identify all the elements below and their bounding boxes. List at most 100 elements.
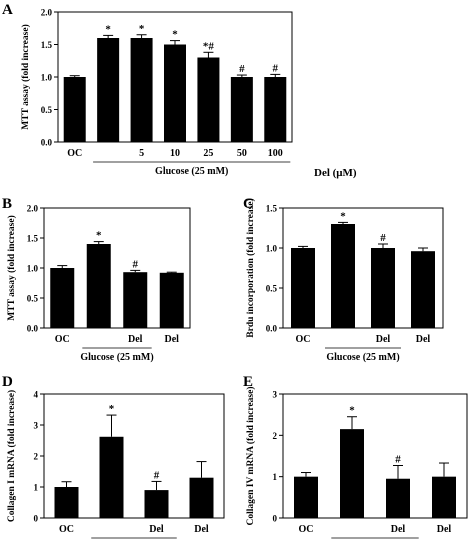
bar [331,224,355,328]
chart-e: 0 1 2 3 Collagen IV mRNA (fold increase) OC * #… [245,387,468,545]
y-tick-label: 1.5 [41,40,53,50]
y-tick-label: 1.0 [27,264,39,274]
extra-axis-label: Del (μM) [314,167,357,179]
significance-mark: # [395,454,401,466]
category-label: Del [149,524,164,535]
y-tick-label: 4 [34,390,39,400]
panel-letter: B [2,196,13,212]
category-label: 100 [268,148,283,159]
y-tick-label: 1.5 [266,204,278,214]
y-axis-label: Brdu incorporation (fold increase) [245,198,256,337]
significance-mark: *# [203,40,215,52]
bar [99,436,124,518]
category-label: Del [391,524,406,535]
significance-mark: * [349,405,355,417]
panel-d: D 0 1 2 3 4 Collagen I mRNA (fold increase) OC… [0,370,237,545]
y-tick-label: 0 [34,514,39,524]
bar [63,77,86,142]
y-tick-label: 2 [34,452,39,462]
bar [123,272,148,328]
bar [411,251,435,328]
category-label: OC [299,524,314,535]
panel-letter: D [2,374,13,390]
bar [230,77,253,142]
significance-mark: * [109,403,115,415]
y-tick-label: 3 [34,421,39,431]
category-label: Del [194,524,209,535]
group-label: Glucose (25 mM) [80,352,153,363]
y-tick-label: 0.5 [266,284,278,294]
y-axis-label: Collagen IV mRNA (fold increase) [245,387,256,526]
category-label: 10 [170,148,180,159]
chart-b: 0.0 0.5 1.0 1.5 2.0 MTT assay (fold increase)… [6,204,191,363]
category-label: OC [67,148,82,159]
category-label: OC [296,334,311,345]
panel-b: B 0.0 0.5 1.0 1.5 2.0 MTT assay (fold increas… [0,190,237,370]
significance-mark: # [380,232,386,244]
bar [340,429,364,518]
chart-a: 0.0 0.5 1.0 1.5 2.0 MTT assay (fold increase)… [20,8,357,180]
bar [97,38,120,142]
bar [189,477,214,518]
y-tick-label: 2.0 [27,204,39,214]
panel-letter: C [243,196,254,212]
y-tick-label: 0.5 [41,105,53,115]
bar [432,476,456,518]
significance-mark: * [96,230,102,242]
bar [294,476,318,518]
significance-mark: # [133,258,139,270]
bar [54,487,79,518]
bar [371,248,395,328]
category-label: Del [128,334,143,345]
y-axis-label: MTT assay (fold increase) [20,24,31,129]
significance-mark: * [172,29,178,41]
chart-c: 0.0 0.5 1.0 1.5 Brdu incorporation (fold inc… [245,198,444,363]
panel-a: A 0.0 0.5 1.0 1.5 2.0 MTT assay (fold increas… [0,0,474,190]
plot-frame [282,393,468,519]
bar [164,44,186,142]
chart-d: 0 1 2 3 4 Collagen I mRNA (fold increase) OC * #… [6,390,225,545]
panel-letter: E [243,374,254,390]
bar [291,248,315,328]
y-tick-label: 0.0 [27,324,39,334]
significance-mark: # [239,63,245,75]
y-tick-label: 0.0 [41,138,53,148]
category-label: 25 [203,148,213,159]
group-label: Glucose (25 mM) [326,352,399,363]
y-axis-label: Collagen I mRNA (fold increase) [6,390,17,522]
y-tick-label: 1.5 [27,234,39,244]
y-tick-label: 0.5 [27,294,39,304]
group-label: Glucose (25 mM) [155,166,228,177]
significance-mark: * [139,23,145,35]
bar [386,478,410,518]
significance-mark: # [154,469,160,481]
bar [86,244,111,328]
category-label: Del [376,334,391,345]
panel-letter: A [2,2,13,18]
category-label: 5 [139,148,144,159]
bar [144,490,169,518]
y-tick-label: 1.0 [41,73,53,83]
bar [50,268,75,328]
significance-mark: # [273,62,279,74]
plot-frame [282,207,444,329]
significance-mark: * [105,23,111,35]
y-tick-label: 2 [273,431,278,441]
y-tick-label: 3 [273,390,278,400]
y-tick-label: 0.0 [266,324,278,334]
category-label: Del [416,334,431,345]
category-label: Del [437,524,452,535]
y-tick-label: 2.0 [41,8,53,18]
y-tick-label: 1 [34,483,39,493]
panel-c: C 0.0 0.5 1.0 1.5 Brdu incorporation (fold i… [237,190,474,370]
bar [197,57,220,142]
category-label: OC [59,524,74,535]
category-label: Del [165,334,180,345]
panel-e: E 0 1 2 3 Collagen IV mRNA (fold increase) OC… [237,370,474,545]
y-tick-label: 1 [273,472,278,482]
y-tick-label: 0 [273,514,278,524]
category-label: 50 [237,148,247,159]
bar [159,272,184,328]
bar [130,38,153,142]
significance-mark: * [340,210,346,222]
